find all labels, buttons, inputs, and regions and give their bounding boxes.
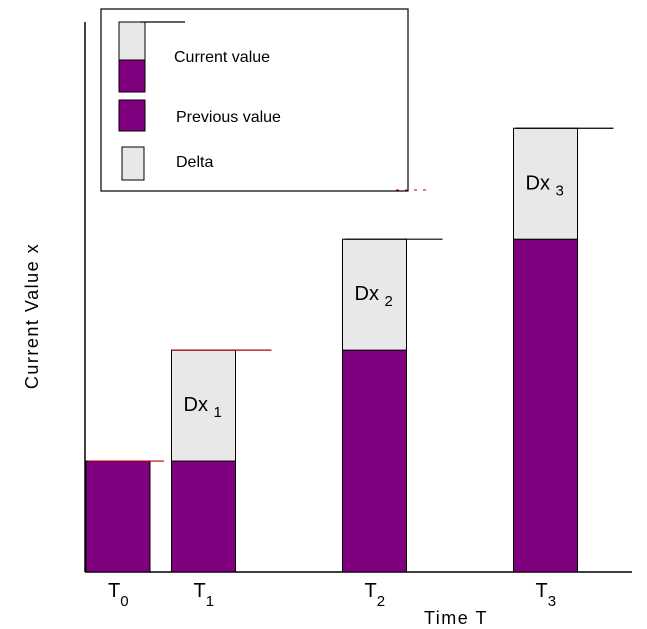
delta-label-sub-3: 3 xyxy=(556,182,564,199)
delta-label-3: Dx 3 xyxy=(526,172,564,199)
x-tick-labels: T0 T1 T2 T3 xyxy=(108,580,556,610)
bar-previous-1 xyxy=(171,460,236,573)
x-tick-sub-3: 3 xyxy=(548,593,556,610)
x-axis-title: Time T xyxy=(424,608,488,628)
x-tick-main-0: T xyxy=(108,580,120,602)
delta-labels: Dx 1Dx 2Dx 3 xyxy=(184,172,564,421)
legend-swatch-current-value xyxy=(118,21,185,93)
legend: Current value Previous value Delta xyxy=(100,8,409,192)
x-tick-label-1: T1 xyxy=(194,580,215,610)
delta-label-1: Dx 1 xyxy=(184,394,222,421)
legend-label-current-value: Current value xyxy=(174,49,270,66)
bar-delta-2 xyxy=(342,238,407,351)
legend-frame xyxy=(100,8,409,192)
delta-label-main-2: Dx xyxy=(355,283,385,305)
bar-previous-2 xyxy=(342,349,407,573)
delta-label-sub-2: 2 xyxy=(385,293,393,310)
x-tick-label-3: T3 xyxy=(536,580,557,610)
delta-label-main-3: Dx xyxy=(526,172,556,194)
bar-delta-1 xyxy=(171,349,236,462)
x-tick-sub-1: 1 xyxy=(206,593,214,610)
x-tick-label-0: T0 xyxy=(108,580,129,610)
legend-label-previous-value: Previous value xyxy=(176,109,281,126)
bar-previous-0 xyxy=(85,460,151,573)
y-axis-title: Current Value x xyxy=(22,243,42,389)
legend-swatch-previous-value xyxy=(118,99,146,132)
delta-label-2: Dx 2 xyxy=(355,283,393,310)
x-tick-label-2: T2 xyxy=(365,580,386,610)
x-tick-sub-0: 0 xyxy=(120,593,128,610)
bars xyxy=(85,127,614,573)
legend-swatch-delta xyxy=(121,146,145,181)
bar-previous-3 xyxy=(513,238,578,573)
legend-label-delta: Delta xyxy=(176,154,213,171)
x-tick-sub-2: 2 xyxy=(377,593,385,610)
x-tick-main-3: T xyxy=(536,580,548,602)
delta-label-sub-1: 1 xyxy=(214,404,222,421)
delta-label-main-1: Dx xyxy=(184,394,214,416)
x-tick-main-2: T xyxy=(365,580,377,602)
x-tick-main-1: T xyxy=(194,580,206,602)
